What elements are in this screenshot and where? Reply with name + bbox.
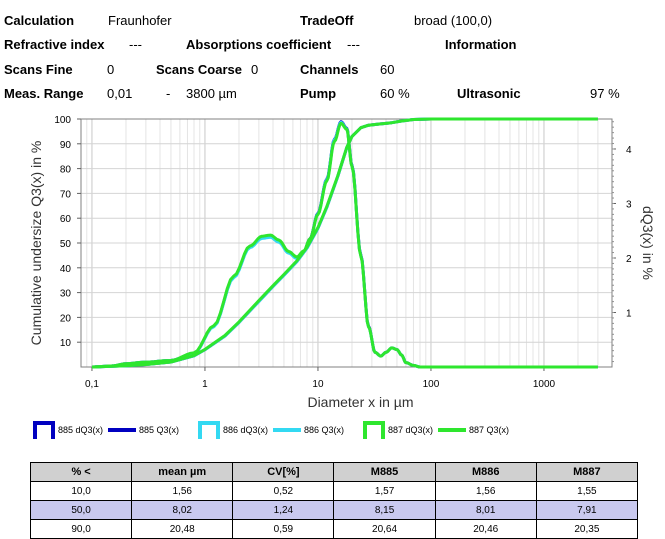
series-line-887-q3-x-	[91, 117, 598, 369]
y-tick-label: 50	[60, 239, 72, 250]
legend-line-swatch	[273, 428, 301, 432]
table-cell: 50,0	[29, 500, 133, 520]
legend-box-swatch	[363, 421, 385, 439]
column-header: M887	[535, 462, 639, 482]
column-header: M886	[434, 462, 537, 482]
particle-size-chart: 10 20 30 40 50 60 70 80 90 100 1 2 3 4 0,1 1 10 100 1000 Di…	[28, 115, 656, 410]
meas-range-min: 0,01	[107, 86, 133, 101]
table-row: 10,0 1,56 0,52 1,57 1,56 1,55	[29, 481, 639, 501]
calculation-label: Calculation	[4, 13, 75, 28]
statistics-table: % < mean µm CV[%] M885 M886 M887 10,0 1,…	[29, 462, 639, 539]
legend-line-swatch	[438, 428, 466, 432]
table-row: 50,0 8,02 1,24 8,15 8,01 7,91	[29, 500, 639, 520]
pump-label: Pump	[300, 86, 337, 101]
ultrasonic-value: 97 %	[590, 86, 620, 101]
legend-label: 885 Q3(x)	[139, 425, 180, 435]
absorption-value: ---	[347, 37, 360, 52]
table-row: 90,0 20,48 0,59 20,64 20,46 20,35	[29, 519, 639, 539]
table-cell: 8,01	[434, 500, 537, 520]
legend-item: 885 dQ3(x)	[33, 421, 103, 439]
calculation-value: Fraunhofer	[108, 13, 172, 28]
legend-item: 885 Q3(x)	[108, 421, 179, 439]
table-cell: 0,52	[232, 481, 335, 501]
legend-label: 887 Q3(x)	[469, 425, 510, 435]
x-tick-label: 1	[202, 379, 208, 390]
table-cell: 1,57	[333, 481, 436, 501]
tradeoff-value: broad (100,0)	[414, 13, 493, 28]
pump-value: 60 %	[380, 86, 410, 101]
legend-item: 887 Q3(x)	[438, 421, 509, 439]
series-line-886-dq3-x-	[91, 120, 598, 369]
legend-label: 886 Q3(x)	[304, 425, 345, 435]
x-tick-label: 100	[423, 379, 440, 390]
legend-box-swatch	[198, 421, 220, 439]
scans-coarse-value: 0	[251, 62, 259, 77]
y-tick-label: 60	[60, 214, 72, 225]
ultrasonic-label: Ultrasonic	[457, 86, 521, 101]
column-header: CV[%]	[232, 462, 335, 482]
table-cell: 10,0	[29, 481, 133, 501]
column-header: % <	[29, 462, 133, 482]
scans-coarse-label: Scans Coarse	[156, 62, 242, 77]
y-tick-label: 70	[60, 189, 72, 200]
information-label: Information	[445, 37, 517, 52]
absorption-label: Absorptions coefficient	[186, 37, 332, 52]
legend-label: 887 dQ3(x)	[388, 425, 434, 435]
y-tick-label: 30	[60, 289, 72, 300]
legend-label: 886 dQ3(x)	[223, 425, 269, 435]
y-tick-label: 10	[60, 338, 72, 349]
meas-range-max: 3800 µm	[186, 86, 237, 101]
y2-tick-label: 4	[626, 145, 632, 156]
table-cell: 8,02	[131, 500, 234, 520]
scans-fine-label: Scans Fine	[4, 62, 73, 77]
column-header: M885	[333, 462, 436, 482]
x-tick-label: 1000	[533, 379, 556, 390]
legend-line-swatch	[108, 428, 136, 432]
legend-item: 886 dQ3(x)	[198, 421, 268, 439]
meas-range-sep: -	[166, 86, 171, 101]
channels-label: Channels	[300, 62, 359, 77]
tradeoff-label: TradeOff	[300, 13, 354, 28]
refractive-label: Refractive index	[4, 37, 105, 52]
y-tick-label: 20	[60, 313, 72, 324]
x-tick-label: 0,1	[85, 379, 99, 390]
y-tick-label: 100	[54, 115, 71, 126]
legend-item: 886 Q3(x)	[273, 421, 344, 439]
scans-fine-value: 0	[107, 62, 115, 77]
y-tick-label: 90	[60, 140, 72, 151]
column-header: mean µm	[131, 462, 234, 482]
y-tick-label: 80	[60, 165, 72, 176]
legend-box-swatch	[33, 421, 55, 439]
y-tick-label: 40	[60, 264, 72, 275]
y2-tick-label: 1	[626, 308, 632, 319]
table-cell: 8,15	[333, 500, 436, 520]
channels-value: 60	[380, 62, 395, 77]
x-tick-label: 10	[312, 379, 324, 390]
y2-axis-title: dQ3(x) in %	[640, 206, 656, 280]
meas-range-label: Meas. Range	[4, 86, 84, 101]
y-axis-title: Cumulative undersize Q3(x) in %	[28, 141, 44, 346]
y2-tick-label: 2	[626, 254, 632, 265]
y2-tick-label: 3	[626, 199, 632, 210]
table-cell: 1,55	[535, 481, 639, 501]
series-line-885-dq3-x-	[91, 120, 598, 369]
table-cell: 1,24	[232, 500, 335, 520]
refractive-value: ---	[129, 37, 142, 52]
table-cell: 1,56	[131, 481, 234, 501]
table-header-row: % < mean µm CV[%] M885 M886 M887	[29, 462, 639, 482]
legend-item: 887 dQ3(x)	[363, 421, 433, 439]
x-axis-title: Diameter x in µm	[307, 394, 413, 410]
table-cell: 7,91	[535, 500, 639, 520]
series-line-887-dq3-x-	[91, 121, 598, 369]
table-cell: 1,56	[434, 481, 537, 501]
legend-label: 885 dQ3(x)	[58, 425, 104, 435]
